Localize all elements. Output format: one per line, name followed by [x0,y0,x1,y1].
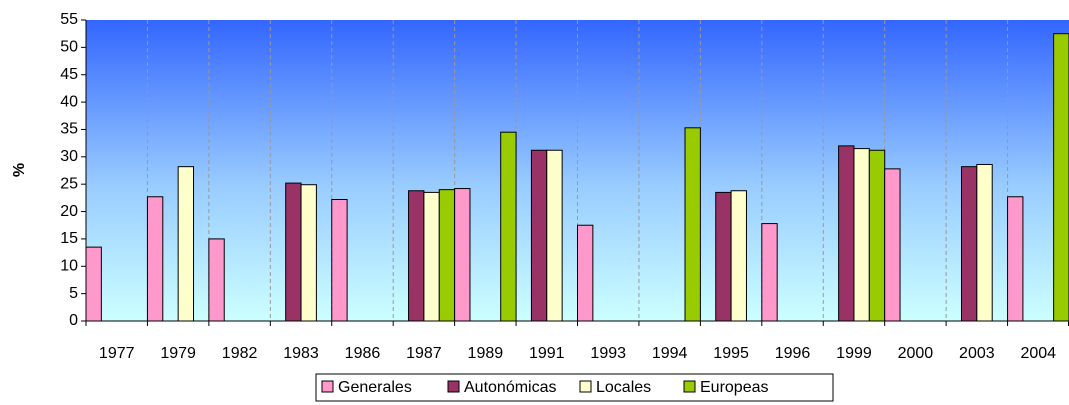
legend-label: Autonómicas [464,379,557,396]
bar [285,182,302,322]
bar [853,148,870,322]
x-tick-label: 1977 [99,345,135,362]
y-tick-label: 50 [60,39,78,56]
bar [960,166,978,322]
y-tick-label: 35 [60,121,78,138]
x-tick-label: 1982 [222,345,258,362]
x-tick-label: 1989 [468,345,504,362]
x-tick-label: 1993 [590,345,626,362]
bar [976,163,993,322]
x-tick-label: 1991 [529,345,565,362]
x-tick-label: 1994 [652,345,688,362]
y-tick-label: 20 [60,203,78,220]
y-axis-label: % [11,163,28,177]
y-tick-label: 40 [60,93,78,110]
bar [577,224,594,322]
legend-swatch [683,380,696,393]
bar [546,149,563,322]
legend-label: Generales [338,379,412,396]
y-tick-label: 55 [60,11,78,28]
bar [85,246,102,322]
bar [146,196,164,322]
bar [838,145,855,322]
y-tick-label: 30 [60,148,78,165]
legend-swatch [579,380,592,393]
bar [530,149,548,322]
bar [730,190,747,322]
bar [684,127,701,322]
bar [884,168,901,322]
bar [177,166,195,322]
bar [1007,196,1024,322]
x-tick-label: 2000 [898,345,934,362]
bar [454,188,471,322]
x-tick-label: 2003 [959,345,995,362]
bar [408,190,425,322]
legend-swatch [447,380,460,393]
bar [761,223,778,322]
legend-box [315,373,834,402]
x-tick-label: 1996 [775,345,811,362]
bar [868,149,886,322]
x-tick-label: 1983 [283,345,319,362]
legend-swatch [321,380,334,393]
bar [208,238,225,322]
x-tick-label: 1999 [836,345,872,362]
legend-label: Locales [596,379,651,396]
x-tick-label: 1979 [160,345,196,362]
bar [1053,33,1069,322]
y-tick-label: 15 [60,230,78,247]
y-tick-label: 25 [60,175,78,192]
bar [438,189,456,322]
y-tick-label: 5 [69,285,78,302]
y-tick-label: 10 [60,257,78,274]
bar [331,199,348,322]
y-tick-label: 0 [69,312,78,329]
bar [500,131,517,322]
x-tick-label: 1986 [345,345,381,362]
y-tick-label: 45 [60,66,78,83]
x-tick-label: 2004 [1020,345,1056,362]
x-tick-label: 1987 [406,345,442,362]
bar [300,184,317,322]
legend-label: Europeas [700,379,769,396]
x-tick-label: 1995 [713,345,749,362]
bar [423,191,440,322]
bar [715,191,732,322]
